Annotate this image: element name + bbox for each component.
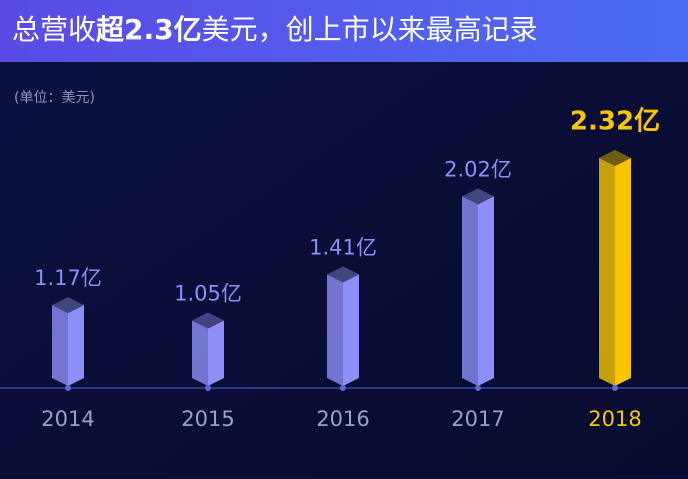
bar [68, 305, 84, 386]
axis-dot [65, 385, 71, 391]
title-part: 美元，创上市以来最高记录 [202, 13, 538, 46]
bar-side [52, 305, 68, 386]
x-tick-label: 2015 [181, 407, 234, 431]
x-tick-label: 2018 [588, 407, 641, 431]
bar-side [599, 158, 615, 386]
bar [208, 320, 224, 386]
axis-dot [475, 385, 481, 391]
value-label: 1.05亿 [174, 281, 242, 305]
value-label: 1.17亿 [34, 266, 102, 290]
bar [343, 274, 359, 386]
bar-side [192, 320, 208, 386]
bar [478, 196, 494, 386]
bar-top-shade [599, 150, 631, 167]
axis-dot [612, 385, 618, 391]
subtitle: (单位：美元) [14, 90, 95, 106]
bar-side [462, 196, 478, 386]
bar-top [192, 312, 224, 329]
bar-top [52, 297, 84, 314]
bar-top [327, 266, 359, 283]
x-tick-label: 2017 [451, 407, 504, 431]
bar [615, 158, 631, 386]
bar-top [599, 150, 631, 167]
bar-top-shade [327, 266, 359, 283]
bar-top [462, 188, 494, 205]
value-label: 1.41亿 [309, 235, 377, 259]
header [0, 0, 688, 62]
axis-dot [205, 385, 211, 391]
title-emphasis: 超2.3亿 [96, 13, 202, 46]
chart-title: 总营收超2.3亿美元，创上市以来最高记录 [12, 13, 538, 46]
bar-top-shade [52, 297, 84, 314]
axis-dot [340, 385, 346, 391]
x-tick-label: 2016 [316, 407, 369, 431]
x-tick-label: 2014 [41, 407, 94, 431]
value-label: 2.02亿 [444, 157, 512, 181]
bar-side [327, 274, 343, 386]
value-label: 2.32亿 [570, 107, 660, 137]
bar-top-shade [192, 312, 224, 329]
title-part: 总营收 [12, 13, 96, 46]
bar-top-shade [462, 188, 494, 205]
